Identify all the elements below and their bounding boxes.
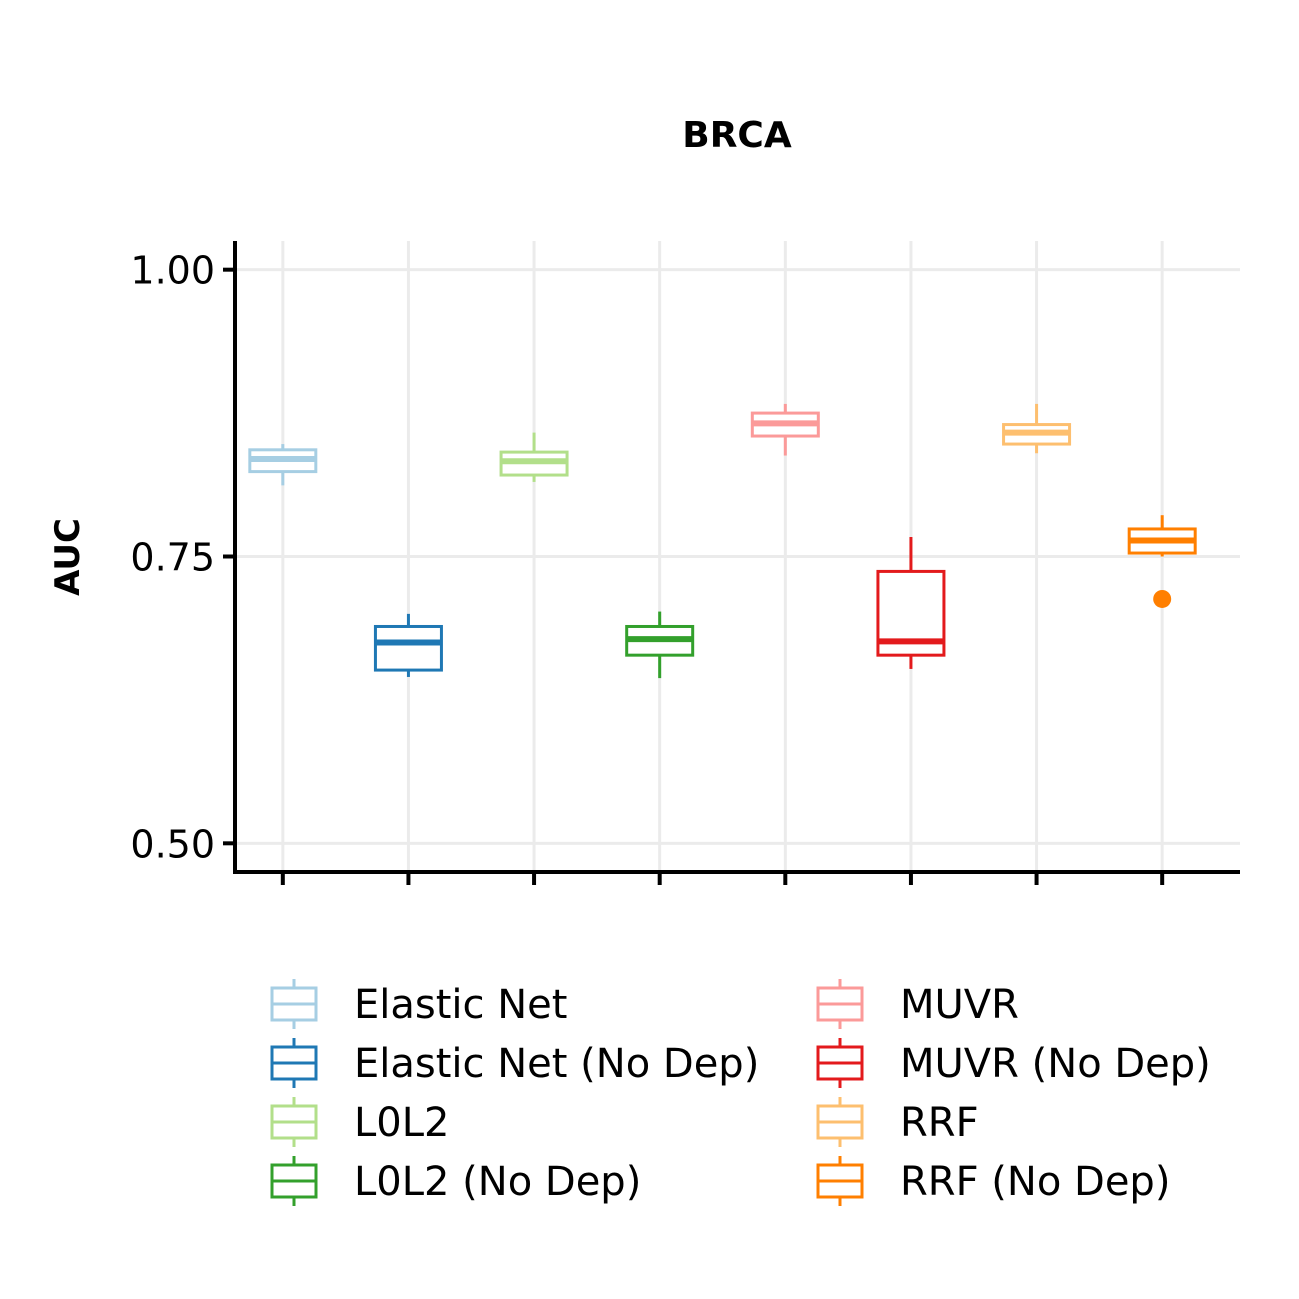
boxplot — [499, 432, 569, 482]
legend-label: Elastic Net (No Dep) — [354, 1041, 759, 1087]
legend-item: MUVR — [816, 979, 1019, 1029]
box-iqr — [373, 624, 443, 672]
axis-layer: 0.50 0.75 1.00 — [130, 241, 1240, 885]
boxplot — [1002, 403, 1072, 454]
legend-item: Elastic Net — [270, 979, 567, 1029]
legend-item: RRF (No Dep) — [816, 1156, 1170, 1206]
legend-label: RRF — [900, 1100, 979, 1146]
chart-title: BRCA — [682, 115, 792, 156]
legend-label: L0L2 (No Dep) — [354, 1159, 641, 1205]
boxplot — [1127, 515, 1197, 608]
y-tick-label: 1.00 — [130, 249, 215, 293]
y-axis-label: AUC — [48, 518, 88, 596]
boxplot — [750, 403, 820, 456]
legend-item: Elastic Net (No Dep) — [270, 1038, 759, 1088]
outlier-point — [1153, 589, 1172, 608]
boxplot — [625, 611, 695, 679]
box-layer — [248, 403, 1197, 679]
legend: Elastic Net Elastic Net (No Dep) L0L2 L0L2 … — [270, 979, 1211, 1206]
legend-label: Elastic Net — [354, 982, 567, 1028]
boxplot — [248, 444, 318, 486]
boxplot — [373, 613, 443, 677]
y-tick-label: 0.75 — [130, 536, 215, 580]
legend-item: RRF — [816, 1097, 979, 1147]
legend-label: MUVR (No Dep) — [900, 1041, 1211, 1087]
legend-label: MUVR — [900, 982, 1019, 1028]
y-tick-label: 0.50 — [130, 822, 215, 866]
legend-item: MUVR (No Dep) — [816, 1038, 1211, 1088]
legend-item: L0L2 — [270, 1097, 449, 1147]
legend-item: L0L2 (No Dep) — [270, 1156, 641, 1206]
boxplot — [876, 536, 946, 669]
legend-label: RRF (No Dep) — [900, 1159, 1170, 1205]
legend-label: L0L2 — [354, 1100, 449, 1146]
